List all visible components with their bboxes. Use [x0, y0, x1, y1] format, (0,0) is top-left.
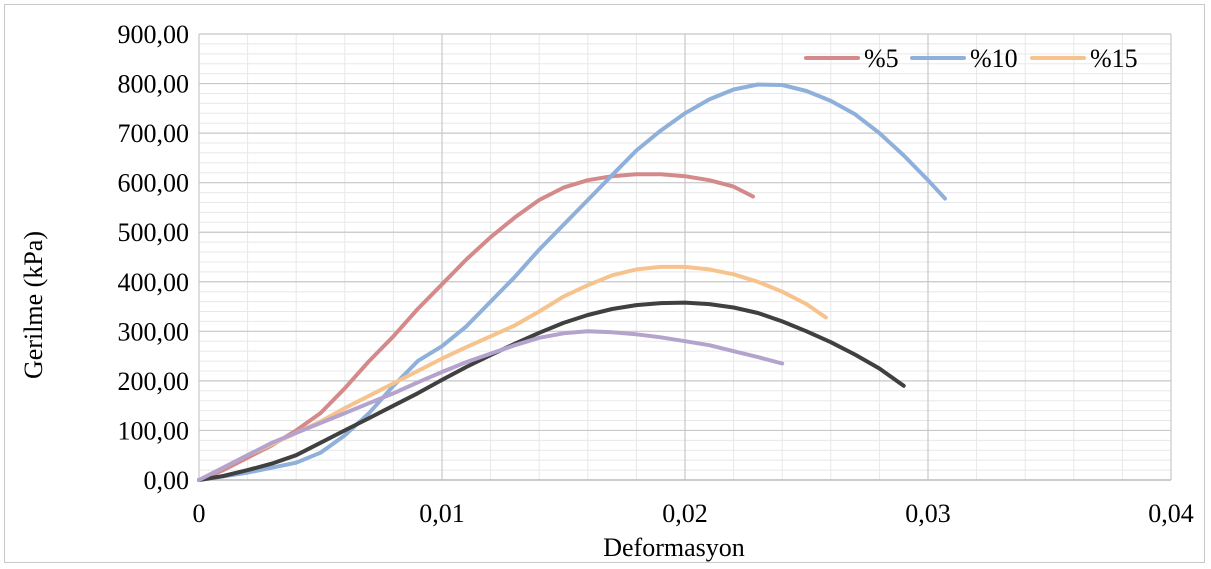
series-line-2	[197, 82, 947, 482]
y-tick-label: 200,00	[118, 367, 190, 396]
y-tick-label: 600,00	[118, 169, 190, 198]
x-tick-label: 0,04	[1148, 499, 1194, 528]
y-axis-tick-labels: 0,00 100,00 200,00 300,00 400,00 500,00 600,00…	[118, 20, 190, 495]
y-tick-label: 400,00	[118, 268, 190, 297]
legend-label-3: %15	[1090, 44, 1138, 73]
series-line-3	[197, 264, 828, 482]
y-tick-label: 900,00	[118, 20, 190, 49]
series-line-1	[197, 172, 755, 482]
y-tick-label: 700,00	[118, 119, 190, 148]
y-tick-label: 800,00	[118, 70, 190, 99]
x-tick-label: 0,01	[419, 499, 465, 528]
y-tick-label: 100,00	[118, 416, 190, 445]
series-lines	[197, 82, 947, 482]
y-axis-title: Gerilme (kPa)	[19, 231, 48, 379]
major-gridlines	[198, 33, 1172, 481]
legend-label-1: %5	[864, 44, 899, 73]
x-tick-label: 0,02	[662, 499, 708, 528]
legend: %5 %10 %15	[804, 44, 1138, 73]
x-tick-label: 0,03	[905, 499, 951, 528]
legend-label-2: %10	[970, 44, 1018, 73]
series-line-4	[197, 300, 906, 482]
y-tick-label: 300,00	[118, 317, 190, 346]
x-axis-tick-labels: 0 0,01 0,02 0,03 0,04	[193, 499, 1194, 528]
y-tick-label: 0,00	[144, 466, 190, 495]
x-tick-label: 0	[193, 499, 206, 528]
series-line-5	[197, 329, 785, 482]
x-axis-title: Deformasyon	[603, 533, 745, 562]
y-tick-label: 500,00	[118, 218, 190, 247]
